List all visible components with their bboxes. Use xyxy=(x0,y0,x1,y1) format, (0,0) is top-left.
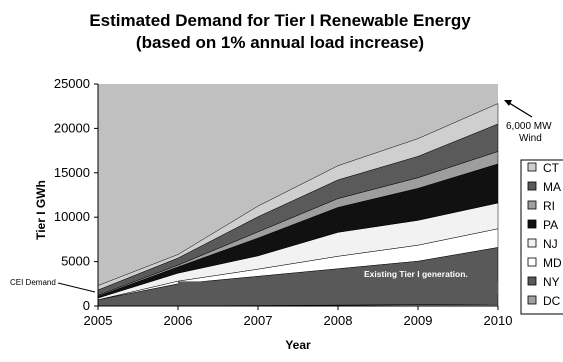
x-tick-label: 2007 xyxy=(244,313,273,328)
y-tick-label: 25000 xyxy=(54,76,90,91)
y-tick-label: 20000 xyxy=(54,120,90,135)
wind-arrow-head xyxy=(504,100,512,106)
legend-label-ct: CT xyxy=(543,161,560,175)
y-tick-label: 0 xyxy=(83,298,90,313)
y-tick-label: 15000 xyxy=(54,165,90,180)
x-tick-label: 2009 xyxy=(404,313,433,328)
legend-swatch-ny xyxy=(527,276,537,286)
existing-generation-label: Existing Tier I generation. xyxy=(364,269,468,279)
legend-label-md: MD xyxy=(543,256,562,270)
x-tick-label: 2005 xyxy=(84,313,113,328)
x-tick-label: 2010 xyxy=(484,313,513,328)
x-tick-label: 2008 xyxy=(324,313,353,328)
y-tick-label: 10000 xyxy=(54,209,90,224)
chart-title: Estimated Demand for Tier I Renewable En… xyxy=(89,11,471,30)
wind-label-line1: 6,000 MW xyxy=(506,121,552,132)
legend-swatch-pa xyxy=(527,219,537,229)
legend-label-nj: NJ xyxy=(543,237,558,251)
y-tick-label: 5000 xyxy=(61,254,90,269)
legend-swatch-ct xyxy=(527,162,537,172)
legend-swatch-md xyxy=(527,257,537,267)
legend: CT MA RI PA NJ MD NY DC xyxy=(527,161,562,308)
legend-label-ny: NY xyxy=(543,275,560,289)
legend-label-pa: PA xyxy=(543,218,558,232)
legend-swatch-ma xyxy=(527,181,537,191)
wind-label-line2: Wind xyxy=(519,133,542,144)
chart-subtitle: (based on 1% annual load increase) xyxy=(136,33,424,52)
existing-generation-band xyxy=(178,281,498,295)
axes-group: 0 5000 10000 15000 20000 25000 2005 2006 2007 200… xyxy=(54,76,513,328)
legend-swatch-dc xyxy=(527,295,537,305)
legend-label-ma: MA xyxy=(543,180,561,194)
legend-label-dc: DC xyxy=(543,294,561,308)
x-tick-label: 2006 xyxy=(164,313,193,328)
legend-swatch-ri xyxy=(527,200,537,210)
legend-label-ri: RI xyxy=(543,199,555,213)
y-axis-title: Tier I GWh xyxy=(34,180,48,240)
cei-demand-arrow xyxy=(57,282,96,293)
x-axis-title: Year xyxy=(285,338,311,352)
cei-demand-label: CEI Demand xyxy=(10,278,56,287)
area-ct xyxy=(97,103,499,291)
wind-arrow-line xyxy=(505,100,533,118)
legend-swatch-nj xyxy=(527,238,537,248)
